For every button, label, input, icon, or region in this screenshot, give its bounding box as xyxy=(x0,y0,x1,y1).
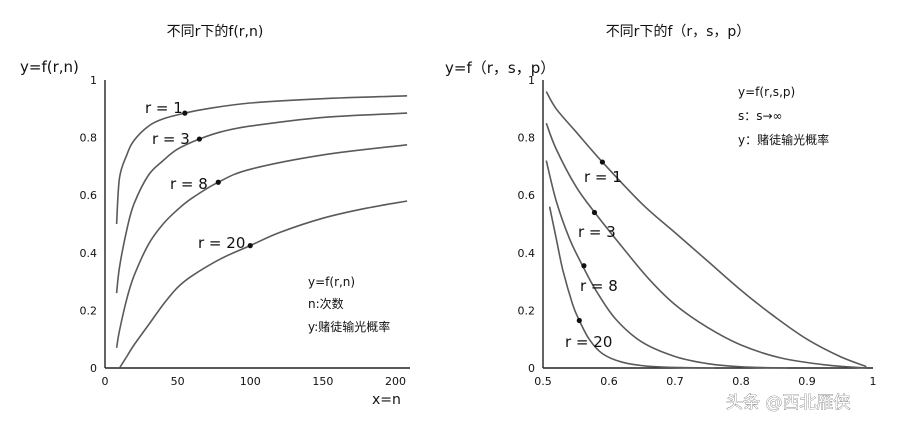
chart-left-note-2: n:次数 xyxy=(308,296,344,311)
chart-left-marker-point xyxy=(196,136,203,142)
chart-left-label-r8: r = 8 xyxy=(170,175,208,193)
chart-left-y-tick-label: 0.4 xyxy=(80,247,98,260)
chart-right-y-tick-label: 0.6 xyxy=(518,189,536,202)
chart-right-y-tick-label: 1 xyxy=(528,74,535,87)
chart-right-x-tick-label: 1 xyxy=(870,375,877,388)
chart-left-x-tick-label: 150 xyxy=(312,375,333,388)
chart-left-y-axis-label: y=f(r,n) xyxy=(20,58,79,76)
watermark-text: 头条 @西北雁侠 xyxy=(726,393,850,413)
chart-left-note-1: y=f(r,n) xyxy=(308,275,355,289)
chart-left-series-line-1 xyxy=(115,95,408,225)
chart-left-marker-point xyxy=(182,110,188,116)
chart-left-x-tick-label: 0 xyxy=(102,375,109,388)
chart-right-y-tick-label: 0.8 xyxy=(518,132,536,145)
chart-left-title: 不同r下的f(r,n) xyxy=(167,24,264,40)
chart-right-title: 不同r下的f（r，s，p） xyxy=(606,24,751,40)
chart-right-note-2: s：s→∞ xyxy=(738,109,783,123)
chart-right-marker-point xyxy=(599,159,606,165)
chart-left-note-3: y:赌徒输光概率 xyxy=(308,319,390,334)
chart-right-series-line-4 xyxy=(548,206,715,369)
chart-left-y-tick-label: 0 xyxy=(90,362,97,375)
chart-right-x-tick-label: 0.8 xyxy=(732,375,750,388)
chart-right-y-tick-label: 0 xyxy=(528,362,535,375)
chart-right-label-r20: r = 20 xyxy=(565,333,612,351)
chart-left-marker-point xyxy=(247,243,253,249)
chart-right-series-line-1 xyxy=(545,91,867,368)
chart-right-label-r8: r = 8 xyxy=(580,277,618,295)
chart-left-y-tick-label: 1 xyxy=(90,74,97,87)
chart-left-x-tick-label: 200 xyxy=(385,375,406,388)
chart-left-series-line-3 xyxy=(115,144,408,348)
chart-right-marker-point xyxy=(576,317,582,324)
chart-left-x-tick-label: 100 xyxy=(240,375,261,388)
chart-right-marker-point xyxy=(581,263,587,269)
chart-left-marker-point xyxy=(215,179,221,185)
chart-right-x-tick-label: 0.9 xyxy=(798,375,816,388)
chart-right-x-tick-label: 0.5 xyxy=(534,375,552,388)
chart-right-series-line-3 xyxy=(545,160,788,369)
chart-right-note-3: y：赌徒输光概率 xyxy=(738,132,829,147)
chart-right-marker-point xyxy=(591,209,598,216)
chart-right-y-tick-label: 0.4 xyxy=(518,247,536,260)
chart-left-series-line-2 xyxy=(115,112,408,294)
chart-left-x-tick-label: 50 xyxy=(171,375,185,388)
chart-left-x-axis-label: x=n xyxy=(372,392,401,408)
chart-left-series-line-4 xyxy=(118,200,408,369)
chart-left-label-r1: r = 1 xyxy=(145,99,183,117)
chart-left-label-r3: r = 3 xyxy=(152,130,190,148)
chart-right-series-line-2 xyxy=(545,122,867,369)
chart-right-label-r1: r = 1 xyxy=(584,168,622,186)
chart-left-y-tick-label: 0.8 xyxy=(80,132,98,145)
chart-right-x-tick-label: 0.6 xyxy=(600,375,618,388)
chart-right-y-axis-label: y=f（r，s，p） xyxy=(445,59,555,77)
chart-right: 不同r下的f（r，s，p） y=f（r，s，p） 0 0.2 0.4 0.6 0.8 1 0… xyxy=(445,24,877,388)
chart-left: 不同r下的f(r,n) y=f(r,n) x=n 00.20.40.60.810… xyxy=(20,24,410,408)
chart-left-y-tick-label: 0.2 xyxy=(80,304,98,317)
chart-right-y-tick-label: 0.2 xyxy=(518,304,536,317)
chart-right-label-r3: r = 3 xyxy=(578,223,616,241)
chart-left-y-tick-label: 0.6 xyxy=(80,189,98,202)
chart-left-label-r20: r = 20 xyxy=(198,234,245,252)
chart-right-x-tick-label: 0.7 xyxy=(666,375,684,388)
chart-right-note-1: y=f(r,s,p) xyxy=(738,85,795,99)
